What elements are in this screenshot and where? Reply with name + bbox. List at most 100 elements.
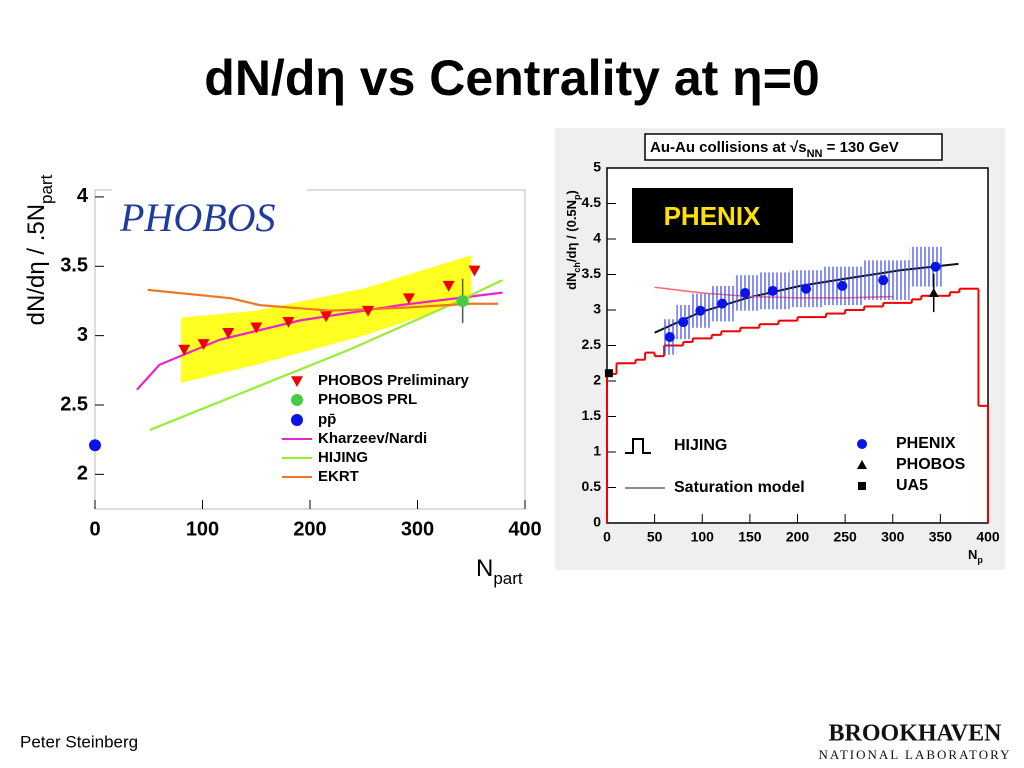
x-axis-label: Np	[968, 547, 983, 565]
legend-label: pp̄	[318, 411, 336, 428]
label-text: dN	[564, 273, 579, 290]
label-text: N	[476, 555, 493, 582]
x-tick-label: 50	[647, 529, 663, 545]
x-tick-label: 0	[603, 529, 611, 545]
point	[468, 265, 481, 277]
point	[695, 305, 706, 316]
y-tick-label: 2.5	[60, 393, 88, 415]
label-text: N	[968, 547, 977, 562]
y-tick-label: 2	[593, 372, 601, 388]
y-tick-label: 4	[593, 230, 601, 246]
legend-label: Saturation model	[674, 479, 805, 496]
y-tick-label: 3	[77, 324, 88, 346]
header-text: Au-Au collisions at √s	[650, 139, 807, 156]
point	[250, 322, 263, 334]
point	[767, 285, 778, 296]
point	[442, 280, 455, 292]
y-tick-label: 0.5	[582, 478, 602, 494]
x-tick-label: 200	[293, 518, 326, 540]
label-text: /dη / (0.5N	[564, 200, 579, 262]
point	[604, 369, 613, 378]
header-sub: NN	[807, 148, 823, 160]
point	[89, 439, 101, 452]
y-tick-label: 5	[593, 159, 601, 175]
point	[678, 317, 689, 328]
legend-label: PHENIX	[896, 435, 956, 452]
point	[282, 316, 295, 328]
slide-title: dN/dη vs Centrality at η=0	[204, 50, 819, 106]
legend-marker	[857, 460, 867, 469]
point	[664, 331, 675, 342]
point	[197, 339, 210, 350]
curve	[147, 288, 499, 312]
legend-marker	[858, 482, 866, 490]
point	[222, 328, 235, 339]
legend-label: HIJING	[674, 437, 727, 454]
x-tick-label: 0	[89, 518, 100, 540]
label-sub: part	[493, 569, 523, 588]
logo-name: BROOKHAVEN	[829, 721, 1003, 747]
label-text: dN/dη / .5N	[23, 204, 50, 325]
point	[717, 298, 728, 309]
x-tick-label: 200	[786, 529, 810, 545]
x-tick-label: 350	[929, 529, 953, 545]
logo-subtitle: NATIONAL LABORATORY	[819, 747, 1012, 762]
label-sub: p	[977, 555, 983, 565]
legend-marker	[857, 439, 867, 449]
header-text: = 130 GeV	[822, 139, 898, 156]
x-tick-label: 400	[508, 518, 541, 540]
y-tick-label: 4	[77, 185, 89, 207]
logo-backdrop	[112, 186, 307, 246]
legend-label: HIJING	[318, 449, 368, 466]
point	[928, 287, 939, 297]
x-tick-label: 300	[401, 518, 434, 540]
y-tick-label: 0	[593, 514, 601, 530]
x-tick-label: 150	[738, 529, 762, 545]
legend-label: PHOBOS	[896, 456, 966, 473]
y-tick-label: 4.5	[582, 194, 602, 210]
y-tick-label: 2.5	[582, 336, 602, 352]
y-tick-label: 3.5	[582, 265, 602, 281]
label-sub: ch	[572, 262, 582, 273]
phobos-logo: PHOBOS	[119, 195, 276, 240]
phenix-logo-bg	[632, 188, 793, 243]
legend-marker	[625, 438, 651, 454]
x-tick-label: 100	[691, 529, 715, 545]
x-tick-label: 100	[186, 518, 219, 540]
label-sub: p	[572, 194, 582, 200]
legend-marker	[291, 394, 303, 406]
legend-label: EKRT	[318, 468, 359, 485]
y-axis-label: dNch/dη / (0.5Np)	[564, 190, 582, 290]
point	[801, 283, 812, 294]
phenix-logo: PHENIX	[664, 201, 761, 231]
y-tick-label: 3.5	[60, 255, 88, 277]
x-tick-label: 300	[881, 529, 905, 545]
y-tick-label: 2	[77, 463, 88, 485]
point	[402, 293, 415, 305]
legend-label: UA5	[896, 477, 928, 494]
y-axis-label: dN/dη / .5Npart	[23, 174, 56, 325]
header-box	[644, 133, 943, 161]
header: Au-Au collisions at √sNN = 130 GeV	[650, 139, 899, 160]
label-sub: part	[37, 174, 56, 204]
legend-marker	[291, 376, 303, 387]
point	[178, 344, 191, 356]
y-tick-label: 1.5	[582, 407, 602, 423]
x-tick-label: 250	[833, 529, 857, 545]
point	[740, 287, 751, 298]
point	[320, 311, 333, 323]
x-tick-label: 400	[976, 529, 1000, 545]
point	[362, 305, 375, 317]
point	[837, 280, 848, 291]
y-tick-label: 3	[593, 301, 601, 317]
x-axis-label: Npart	[476, 555, 523, 588]
legend-label: PHOBOS Preliminary	[318, 372, 470, 389]
curve	[149, 279, 503, 431]
legend-label: PHOBOS PRL	[318, 391, 417, 408]
legend-marker	[291, 414, 303, 426]
point	[878, 275, 889, 286]
label-text: )	[564, 190, 579, 194]
y-tick-label: 1	[593, 443, 601, 459]
